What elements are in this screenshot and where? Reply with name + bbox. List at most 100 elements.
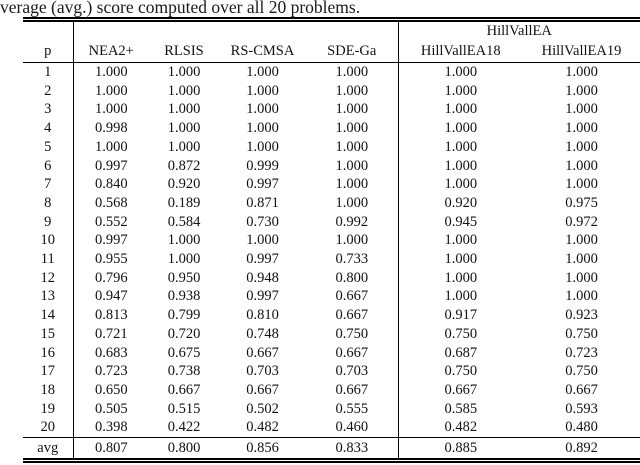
- table-row: 8 0.568 0.189 0.871 1.000 0.920 0.975: [23, 193, 640, 213]
- cell-value: 0.667: [306, 306, 399, 325]
- table-row: 16 0.683 0.675 0.667 0.667 0.687 0.723: [23, 343, 640, 363]
- cell-problem-id: 10: [23, 231, 74, 251]
- cell-value: 1.000: [246, 232, 279, 249]
- cell-value: 1.000: [565, 82, 598, 99]
- cell-value: 1.000: [306, 193, 399, 213]
- cell-value: 0.948: [246, 269, 279, 286]
- cell-value: 0.482: [444, 419, 478, 436]
- cell-value: 0.460: [306, 418, 399, 438]
- cell-value: 1.000: [94, 138, 128, 155]
- cell-value: 1.000: [167, 101, 201, 118]
- cell-value: 0.738: [167, 363, 201, 380]
- cell-value: 1.000: [444, 176, 478, 193]
- cell-value: 1.000: [444, 101, 478, 118]
- cell-value: 0.917: [444, 307, 478, 324]
- cell-value: 0.955: [94, 251, 128, 268]
- cell-value: 1.000: [167, 138, 201, 155]
- cell-value: 0.998: [94, 120, 128, 137]
- table-row: 6 0.997 0.872 0.999 1.000 1.000 1.000: [23, 156, 640, 176]
- cell-value: 0.730: [246, 213, 279, 230]
- cell-value: 0.923: [565, 307, 598, 324]
- cell-value: 0.840: [94, 176, 128, 193]
- cell-value: 0.813: [94, 307, 128, 324]
- cell-value: 0.502: [246, 400, 279, 417]
- table-row: 4 0.998 1.000 1.000 1.000 1.000 1.000: [23, 119, 640, 138]
- cell-problem-id: 2: [23, 81, 74, 101]
- group-header-hillvallea: HillVallEA: [486, 23, 552, 39]
- cell-value: 1.000: [444, 269, 478, 286]
- table-row: 18 0.650 0.667 0.667 0.667 0.667 0.667: [23, 380, 640, 400]
- cell-value: 0.810: [246, 307, 279, 324]
- cell-value: 0.703: [306, 362, 399, 381]
- cell-value: 0.667: [306, 380, 399, 400]
- avg-row: avg 0.807 0.800 0.856 0.833 0.885 0.892: [23, 437, 640, 461]
- table-row: 17 0.723 0.738 0.703 0.703 0.750 0.750: [23, 362, 640, 381]
- cell-value: 1.000: [444, 251, 478, 268]
- cell-value: 0.667: [306, 343, 399, 363]
- column-header-rs-cmsa: RS-CMSA: [219, 40, 306, 63]
- cell-value: 0.667: [306, 287, 399, 307]
- cell-value: 0.480: [565, 419, 598, 436]
- table-row: 19 0.505 0.515 0.502 0.555 0.585 0.593: [23, 399, 640, 419]
- cell-value: 1.000: [246, 138, 279, 155]
- cell-value: 0.720: [167, 325, 201, 342]
- cell-value: 0.938: [167, 288, 201, 305]
- cell-value: 1.000: [306, 156, 399, 176]
- cell-value: 0.800: [306, 268, 399, 288]
- table-row: 20 0.398 0.422 0.482 0.460 0.482 0.480: [23, 418, 640, 438]
- avg-row-label: avg: [23, 437, 74, 461]
- cell-value: 1.000: [565, 120, 598, 137]
- group-header-row: HillVallEA: [23, 19, 640, 40]
- cell-problem-id: 12: [23, 268, 74, 288]
- cell-value: 0.683: [94, 344, 128, 361]
- table-row: 2 1.000 1.000 1.000 1.000 1.000 1.000: [23, 81, 640, 101]
- cell-problem-id: 1: [23, 62, 74, 82]
- table-row: 10 0.997 1.000 1.000 1.000 1.000 1.000: [23, 231, 640, 251]
- cell-value: 0.950: [167, 269, 201, 286]
- cell-problem-id: 4: [23, 119, 74, 138]
- cell-value: 0.796: [94, 269, 128, 286]
- column-header-hillvallea18: HillVallEA18: [398, 40, 523, 63]
- cell-value: 1.000: [306, 119, 399, 138]
- table-row: 5 1.000 1.000 1.000 1.000 1.000 1.000: [23, 137, 640, 157]
- avg-cell-value: 0.807: [73, 437, 149, 461]
- cell-value: 1.000: [565, 251, 598, 268]
- cell-value: 0.997: [94, 232, 128, 249]
- cell-value: 0.515: [167, 400, 201, 417]
- cell-value: 0.555: [306, 399, 399, 419]
- table-row: 1 1.000 1.000 1.000 1.000 1.000 1.000: [23, 62, 640, 82]
- cell-value: 1.000: [306, 81, 399, 101]
- cell-value: 0.721: [94, 325, 128, 342]
- cell-value: 0.687: [444, 344, 478, 361]
- table-row: 15 0.721 0.720 0.748 0.750 0.750 0.750: [23, 324, 640, 344]
- cell-value: 1.000: [167, 232, 201, 249]
- cell-value: 0.667: [565, 381, 598, 398]
- cell-value: 0.750: [444, 363, 478, 380]
- group-header-spacer-algorithms: [73, 19, 399, 40]
- column-header-rlsis: RLSIS: [149, 40, 219, 63]
- cell-value: 0.750: [565, 363, 598, 380]
- cell-value: 0.920: [444, 194, 478, 211]
- avg-cell-value: 0.856: [219, 437, 306, 461]
- cell-value: 0.992: [306, 212, 399, 232]
- cell-value: 0.675: [167, 344, 201, 361]
- cell-value: 0.997: [246, 176, 279, 193]
- table-row: 11 0.955 1.000 0.997 0.733 1.000 1.000: [23, 250, 640, 269]
- cell-value: 0.920: [167, 176, 201, 193]
- cell-value: 1.000: [444, 288, 478, 305]
- cell-value: 1.000: [565, 64, 598, 80]
- cell-value: 0.947: [94, 288, 128, 305]
- cell-value: 0.733: [306, 250, 399, 269]
- avg-cell-value: 0.800: [149, 437, 219, 461]
- table-footer: avg 0.807 0.800 0.856 0.833 0.885 0.892: [23, 437, 640, 461]
- avg-cell-value: 0.833: [306, 437, 399, 461]
- cell-problem-id: 16: [23, 343, 74, 363]
- column-header-row: p NEA2+ RLSIS RS-CMSA SDE-Ga HillVallEA1…: [23, 40, 640, 63]
- cell-problem-id: 8: [23, 193, 74, 213]
- column-header-hillvallea19: HillVallEA19: [523, 40, 640, 63]
- cell-value: 0.997: [246, 288, 279, 305]
- cell-value: 1.000: [444, 232, 478, 249]
- cell-value: 1.000: [167, 120, 201, 137]
- cell-value: 0.972: [565, 213, 598, 230]
